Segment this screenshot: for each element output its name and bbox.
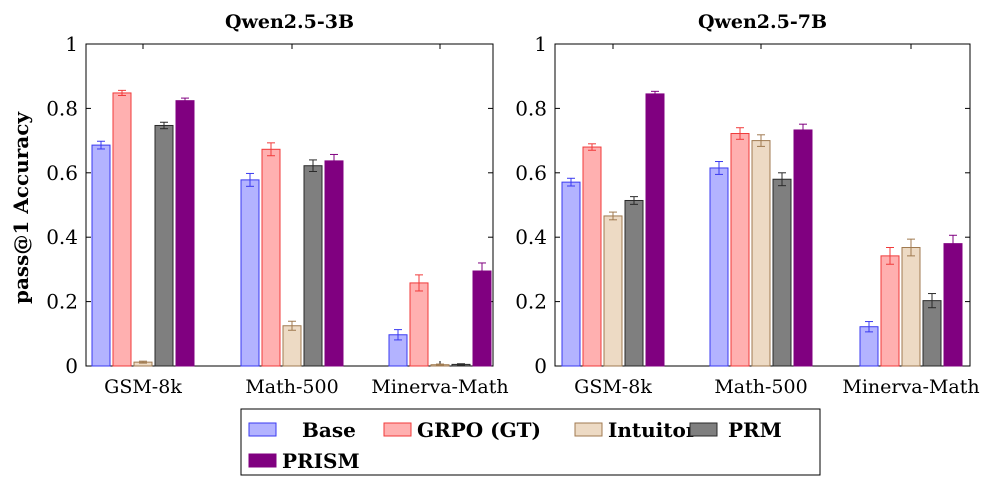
error-bar-grpo-gt-gsm-8k bbox=[588, 143, 596, 151]
y-axis-label: pass@1 Accuracy bbox=[9, 111, 33, 304]
error-bar-base-math-500 bbox=[715, 161, 723, 175]
chart-title: Qwen2.5-3B bbox=[225, 11, 354, 33]
error-bar-grpo-gt-minerva-math bbox=[415, 274, 423, 292]
legend-swatch-intuitor bbox=[574, 422, 603, 437]
error-bar-prm-gsm-8k bbox=[160, 121, 168, 130]
x-tick-label: Math-500 bbox=[245, 376, 338, 398]
error-bar-prm-math-500 bbox=[309, 159, 317, 173]
error-bar-prm-minerva-math bbox=[457, 363, 465, 366]
legend-swatch-grpo-gt bbox=[383, 422, 412, 437]
y-tick-label: 0.8 bbox=[46, 96, 78, 120]
bar-prm-gsm-8k bbox=[154, 124, 174, 367]
bar-base-minerva-math bbox=[859, 326, 879, 367]
error-bar-base-math-500 bbox=[246, 172, 254, 187]
error-bar-base-gsm-8k bbox=[567, 177, 575, 187]
chart-title: Qwen2.5-7B bbox=[698, 11, 827, 33]
y-tick-label: 0.8 bbox=[515, 96, 547, 120]
x-tick-label: GSM-8k bbox=[574, 376, 652, 398]
y-tick-label: 0.4 bbox=[46, 225, 78, 249]
legend-label-prism: PRISM bbox=[282, 449, 360, 473]
bar-prism-minerva-math bbox=[943, 243, 963, 367]
error-bar-intuitor-minerva-math bbox=[907, 238, 915, 257]
bar-grpo-gt-minerva-math bbox=[880, 255, 900, 367]
legend-swatch-base bbox=[248, 422, 277, 437]
bar-prism-gsm-8k bbox=[645, 93, 665, 367]
bar-prm-minerva-math bbox=[922, 300, 942, 367]
bar-base-math-500 bbox=[240, 179, 260, 367]
bar-base-math-500 bbox=[709, 167, 729, 367]
x-tick-label: Minerva-Math bbox=[842, 376, 979, 398]
bar-prism-minerva-math bbox=[472, 270, 492, 367]
legend-label-prm: PRM bbox=[728, 418, 782, 442]
bar-base-gsm-8k bbox=[561, 181, 581, 367]
legend-box bbox=[240, 408, 821, 476]
x-tick-label: Minerva-Math bbox=[371, 376, 508, 398]
x-tick-label: Math-500 bbox=[714, 376, 807, 398]
bar-prism-math-500 bbox=[324, 160, 344, 367]
legend-swatch-prm bbox=[689, 422, 718, 437]
bar-grpo-gt-gsm-8k bbox=[582, 146, 602, 367]
bar-prism-math-500 bbox=[793, 129, 813, 367]
y-tick-label: 1 bbox=[534, 32, 547, 56]
error-bar-grpo-gt-gsm-8k bbox=[118, 89, 126, 97]
error-bar-intuitor-math-500 bbox=[288, 320, 296, 331]
error-bar-prm-minerva-math bbox=[928, 293, 936, 309]
bar-prm-math-500 bbox=[303, 165, 323, 367]
x-tick-label: GSM-8k bbox=[104, 376, 182, 398]
error-bar-grpo-gt-math-500 bbox=[267, 142, 275, 157]
error-bar-prism-minerva-math bbox=[478, 262, 486, 280]
bar-intuitor-minerva-math bbox=[901, 247, 921, 367]
error-bar-intuitor-gsm-8k bbox=[609, 211, 617, 221]
error-bar-prism-gsm-8k bbox=[651, 90, 659, 97]
error-bar-prism-math-500 bbox=[799, 123, 807, 137]
y-tick-label: 0.4 bbox=[515, 225, 547, 249]
y-tick-label: 0.6 bbox=[46, 161, 78, 185]
error-bar-grpo-gt-minerva-math bbox=[886, 247, 894, 265]
error-bar-prm-gsm-8k bbox=[630, 196, 638, 205]
legend-swatch-prism bbox=[248, 453, 277, 468]
plot-frame bbox=[85, 43, 494, 367]
error-bar-prm-math-500 bbox=[778, 172, 786, 187]
y-tick-label: 0 bbox=[65, 354, 78, 378]
panel-qwen-3b: Qwen2.5-3B 0 0.2 0.4 0.6 0.8 1 GSM-8k Math-500 Mi… bbox=[46, 11, 508, 398]
error-bar-prism-gsm-8k bbox=[181, 97, 189, 104]
y-tick-label: 1 bbox=[65, 32, 78, 56]
legend: Base GRPO (GT) Intuitor PRM PRISM bbox=[240, 408, 821, 476]
legend-label-intuitor: Intuitor bbox=[608, 418, 697, 442]
bar-intuitor-math-500 bbox=[751, 140, 771, 367]
error-bar-base-minerva-math bbox=[394, 329, 402, 341]
error-bar-intuitor-minerva-math bbox=[436, 363, 444, 366]
error-bar-base-minerva-math bbox=[865, 321, 873, 333]
panel-qwen-7b: Qwen2.5-7B 0 0.2 0.4 0.6 0.8 1 GSM-8k Math-500 Mi… bbox=[515, 11, 979, 398]
legend-label-grpo-gt: GRPO (GT) bbox=[417, 418, 541, 442]
error-bar-grpo-gt-math-500 bbox=[736, 127, 744, 140]
error-bar-prism-minerva-math bbox=[949, 234, 957, 253]
y-tick-label: 0.2 bbox=[515, 290, 547, 314]
bar-base-gsm-8k bbox=[91, 144, 111, 367]
bar-grpo-gt-math-500 bbox=[261, 148, 281, 367]
error-bar-prism-math-500 bbox=[330, 153, 338, 168]
bar-grpo-gt-gsm-8k bbox=[112, 92, 132, 367]
bar-prm-math-500 bbox=[772, 178, 792, 367]
bar-prism-gsm-8k bbox=[175, 100, 195, 367]
y-tick-label: 0.6 bbox=[515, 161, 547, 185]
bar-intuitor-gsm-8k bbox=[603, 215, 623, 367]
y-tick-label: 0 bbox=[534, 354, 547, 378]
bar-grpo-gt-math-500 bbox=[730, 133, 750, 367]
legend-label-base: Base bbox=[302, 418, 356, 442]
y-tick-label: 0.2 bbox=[46, 290, 78, 314]
error-bar-intuitor-gsm-8k bbox=[139, 360, 147, 364]
bar-prm-gsm-8k bbox=[624, 199, 644, 367]
error-bar-base-gsm-8k bbox=[97, 140, 105, 150]
error-bar-intuitor-math-500 bbox=[757, 134, 765, 147]
bar-grpo-gt-minerva-math bbox=[409, 282, 429, 367]
bar-intuitor-math-500 bbox=[282, 325, 302, 367]
